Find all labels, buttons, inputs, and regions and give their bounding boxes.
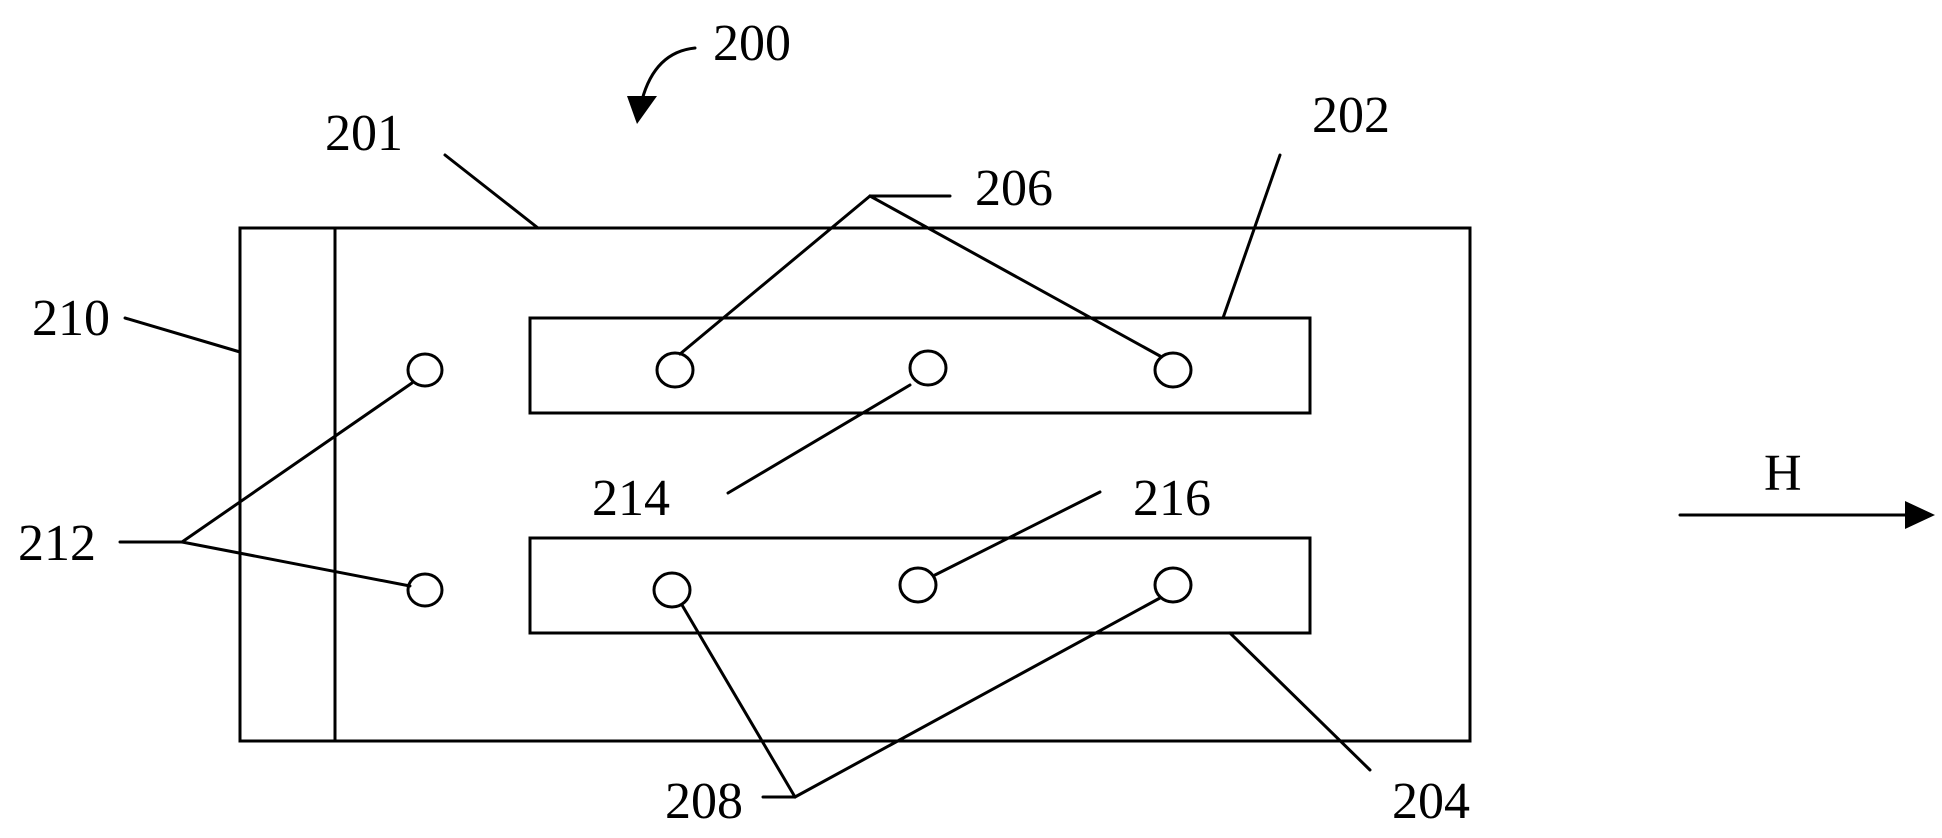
label-210: 210 [32,290,110,347]
leader-204 [1230,633,1370,770]
hole-206-left [657,353,693,387]
label-214: 214 [592,470,670,527]
label-206: 206 [975,160,1053,217]
arrow-200-curve [642,48,695,100]
label-H: H [1764,445,1802,502]
label-202: 202 [1312,87,1390,144]
hole-216 [900,568,936,602]
leader-206-right [870,196,1160,356]
leader-216 [935,492,1100,575]
label-212: 212 [18,515,96,572]
leader-202 [1223,155,1280,318]
label-216: 216 [1133,470,1211,527]
hole-212-upper [408,354,442,386]
substrate-201 [240,228,1470,741]
hole-208-left [654,573,690,607]
leader-208-right [795,598,1160,797]
leader-206-left [680,196,870,354]
leader-212-upper [182,383,412,542]
label-204: 204 [1392,773,1470,830]
label-200: 200 [713,15,791,72]
field-arrow-head [1905,501,1935,529]
hole-206-right [1155,353,1191,387]
leader-212-lower [182,542,410,586]
hole-212-lower [408,574,442,606]
arrow-200-head [627,96,657,124]
label-201: 201 [325,105,403,162]
leader-214 [728,385,910,493]
hole-214 [910,351,946,385]
leader-210 [125,318,240,352]
label-208: 208 [665,773,743,830]
leader-201 [445,155,538,228]
